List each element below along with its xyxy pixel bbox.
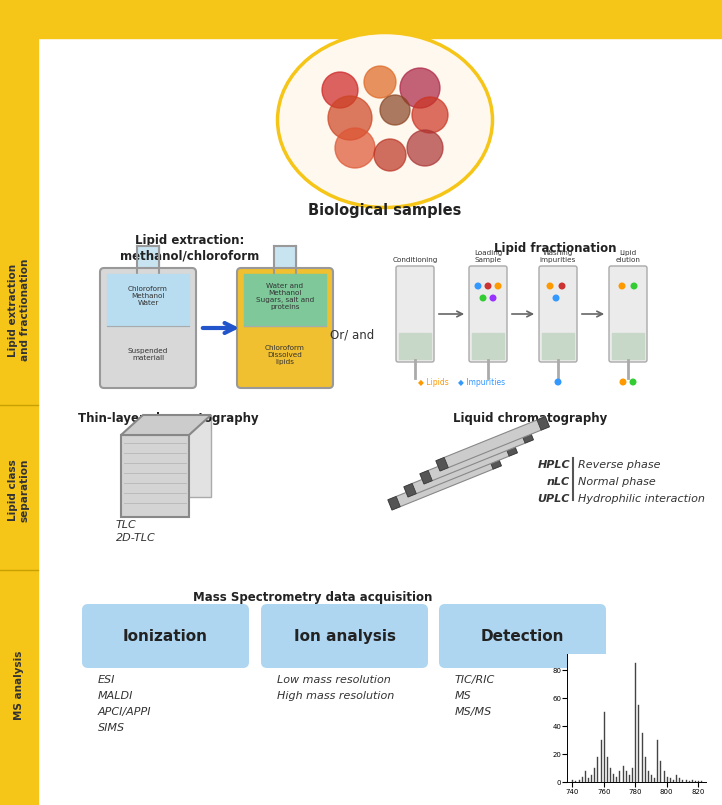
Bar xyxy=(121,435,189,517)
Text: Reverse phase: Reverse phase xyxy=(578,460,661,470)
Text: Lipid fractionation: Lipid fractionation xyxy=(494,242,617,254)
Circle shape xyxy=(631,283,637,289)
Text: Lipid
elution: Lipid elution xyxy=(616,250,640,263)
Polygon shape xyxy=(404,443,518,497)
Ellipse shape xyxy=(277,32,492,208)
Text: UPLC: UPLC xyxy=(538,494,570,504)
Bar xyxy=(244,274,326,326)
Circle shape xyxy=(322,72,358,108)
Text: Thin-layer chromatography: Thin-layer chromatography xyxy=(78,411,258,424)
Text: Washing
impurities: Washing impurities xyxy=(540,250,576,263)
Circle shape xyxy=(480,295,486,301)
Text: Biological samples: Biological samples xyxy=(308,203,461,217)
FancyBboxPatch shape xyxy=(539,266,577,362)
FancyBboxPatch shape xyxy=(439,604,606,668)
Text: Ionization: Ionization xyxy=(123,629,208,643)
Text: ◆ Impurities: ◆ Impurities xyxy=(458,378,505,386)
Circle shape xyxy=(475,283,481,289)
Text: Lipid extraction:
methanol/chloroform: Lipid extraction: methanol/chloroform xyxy=(121,234,260,262)
Text: Or/ and: Or/ and xyxy=(330,328,374,341)
Circle shape xyxy=(560,283,565,289)
Text: Liquid chromatography: Liquid chromatography xyxy=(453,411,607,424)
Circle shape xyxy=(400,68,440,108)
Text: Chloroform
Methanol
Water: Chloroform Methanol Water xyxy=(128,287,168,306)
Circle shape xyxy=(620,379,626,385)
Polygon shape xyxy=(388,456,501,510)
Polygon shape xyxy=(420,470,432,484)
Bar xyxy=(137,246,159,275)
Text: Detection: Detection xyxy=(481,629,565,643)
Circle shape xyxy=(328,96,372,140)
Text: Low mass resolution: Low mass resolution xyxy=(277,675,391,685)
Text: High mass resolution: High mass resolution xyxy=(277,691,394,701)
Text: MS/MS: MS/MS xyxy=(455,707,492,717)
Bar xyxy=(143,415,211,497)
Circle shape xyxy=(555,379,561,385)
Text: MS analysis: MS analysis xyxy=(14,650,24,720)
Text: Suspended
materiall: Suspended materiall xyxy=(128,349,168,361)
Bar xyxy=(542,333,574,359)
Text: 2D-TLC: 2D-TLC xyxy=(116,533,156,543)
Text: TLC: TLC xyxy=(116,520,136,530)
Text: ◆ Lipids: ◆ Lipids xyxy=(418,378,449,386)
Circle shape xyxy=(553,295,559,301)
Text: Mass Spectrometry data acquisition: Mass Spectrometry data acquisition xyxy=(193,591,432,604)
Polygon shape xyxy=(121,415,211,435)
Text: HPLC: HPLC xyxy=(537,460,570,470)
Circle shape xyxy=(335,128,375,168)
Polygon shape xyxy=(489,456,501,469)
Text: Ion analysis: Ion analysis xyxy=(294,629,396,643)
Bar xyxy=(0,0,38,805)
Bar xyxy=(274,246,296,275)
Bar xyxy=(472,333,504,359)
Text: Hydrophilic interaction: Hydrophilic interaction xyxy=(578,494,705,504)
Bar xyxy=(612,333,644,359)
Text: Lipid extraction
and fractionation: Lipid extraction and fractionation xyxy=(8,259,30,361)
Text: SIMS: SIMS xyxy=(98,723,125,733)
Bar xyxy=(399,333,431,359)
Text: nLC: nLC xyxy=(547,477,570,487)
FancyBboxPatch shape xyxy=(396,266,434,362)
FancyBboxPatch shape xyxy=(237,268,333,388)
Text: APCI/APPI: APCI/APPI xyxy=(98,707,152,717)
Circle shape xyxy=(619,283,625,289)
Text: Loading
Sample: Loading Sample xyxy=(474,250,503,263)
Text: TIC/RIC: TIC/RIC xyxy=(455,675,495,685)
Text: Conditioning: Conditioning xyxy=(392,257,438,263)
Circle shape xyxy=(485,283,491,289)
FancyBboxPatch shape xyxy=(100,268,196,388)
Circle shape xyxy=(490,295,496,301)
Polygon shape xyxy=(521,430,534,444)
Circle shape xyxy=(547,283,553,289)
FancyBboxPatch shape xyxy=(469,266,507,362)
Circle shape xyxy=(380,95,410,125)
Text: Chloroform
Dissolved
lipids: Chloroform Dissolved lipids xyxy=(265,345,305,365)
Polygon shape xyxy=(388,497,400,510)
Polygon shape xyxy=(436,417,549,471)
Circle shape xyxy=(630,379,636,385)
FancyBboxPatch shape xyxy=(82,604,249,668)
FancyBboxPatch shape xyxy=(609,266,647,362)
Text: MALDI: MALDI xyxy=(98,691,134,701)
Polygon shape xyxy=(537,417,549,430)
Bar xyxy=(107,274,189,326)
Circle shape xyxy=(412,97,448,133)
Polygon shape xyxy=(505,443,518,456)
Polygon shape xyxy=(436,457,448,471)
Polygon shape xyxy=(404,484,417,497)
Text: Lipid class
separation: Lipid class separation xyxy=(8,458,30,522)
Polygon shape xyxy=(420,430,534,484)
Text: Water and
Methanol
Sugars, salt and
proteins: Water and Methanol Sugars, salt and prot… xyxy=(256,283,314,310)
Circle shape xyxy=(374,139,406,171)
Circle shape xyxy=(495,283,501,289)
Bar xyxy=(0,0,722,38)
FancyBboxPatch shape xyxy=(261,604,428,668)
Circle shape xyxy=(364,66,396,98)
Text: ESI: ESI xyxy=(98,675,116,685)
Text: MS: MS xyxy=(455,691,471,701)
Circle shape xyxy=(407,130,443,166)
Text: Normal phase: Normal phase xyxy=(578,477,656,487)
